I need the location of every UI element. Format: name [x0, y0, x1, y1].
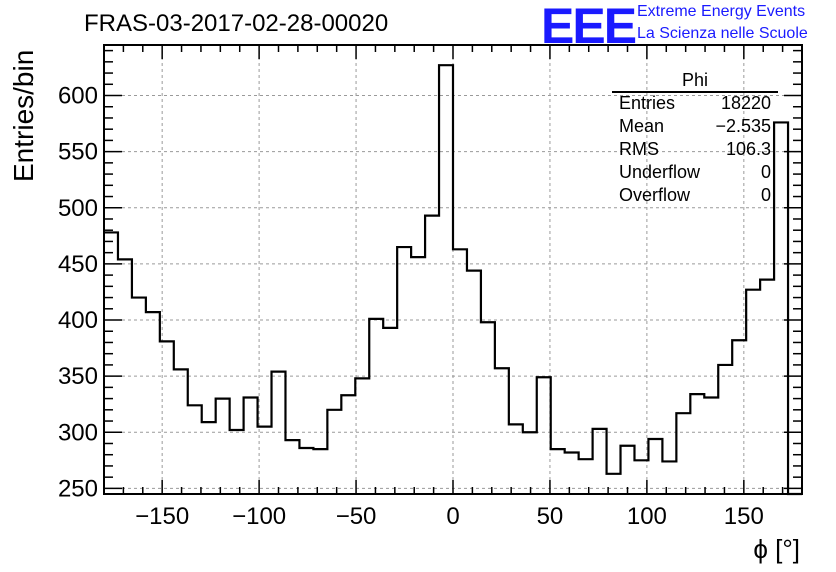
x-tick-label: 0 — [446, 503, 459, 530]
logo-subtitle-line1: Extreme Energy Events — [637, 3, 806, 20]
y-tick-label: 600 — [58, 83, 98, 110]
stat-value: 0 — [760, 162, 771, 182]
histogram-series — [104, 64, 802, 496]
stat-value: 106.3 — [725, 139, 771, 159]
run-title: FRAS-03-2017-02-28-00020 — [84, 10, 389, 37]
stat-value: 0 — [760, 185, 771, 205]
x-tick-labels: −150 −100 −50 0 50 100 150 — [135, 503, 764, 530]
stat-label: Mean — [619, 116, 665, 136]
x-tick-label: −100 — [232, 503, 286, 530]
stat-label: Entries — [619, 93, 676, 113]
stat-label: RMS — [619, 139, 659, 159]
x-tick-label: −50 — [336, 503, 377, 530]
grid-lines — [104, 45, 802, 494]
logo-subtitle-line2: La Scienza nelle Scuole — [637, 25, 808, 42]
x-axis-label: ϕ [°] — [753, 534, 800, 564]
y-tick-label: 250 — [58, 475, 98, 502]
stats-title: Phi — [681, 70, 708, 90]
stat-value: 18220 — [720, 93, 771, 113]
y-tick-label: 550 — [58, 139, 98, 166]
stat-label: Underflow — [619, 162, 701, 182]
x-tick-label: 50 — [537, 503, 564, 530]
stats-divider — [612, 91, 778, 93]
stat-label: Overflow — [619, 185, 691, 205]
x-tick-label: 150 — [724, 503, 764, 530]
stat-value: −2.535 — [715, 116, 771, 136]
y-tick-label: 300 — [58, 419, 98, 446]
y-axis-label: Entries/bin — [8, 49, 39, 182]
x-tick-label: −150 — [135, 503, 189, 530]
x-tick-label: 100 — [627, 503, 667, 530]
axis-ticks — [103, 45, 803, 494]
y-tick-labels: 250 300 350 400 450 500 550 600 — [58, 83, 98, 503]
y-tick-label: 400 — [58, 307, 98, 334]
y-tick-label: 350 — [58, 363, 98, 390]
y-tick-label: 500 — [58, 195, 98, 222]
y-tick-label: 450 — [58, 251, 98, 278]
eee-logo: EEE — [541, 0, 637, 54]
